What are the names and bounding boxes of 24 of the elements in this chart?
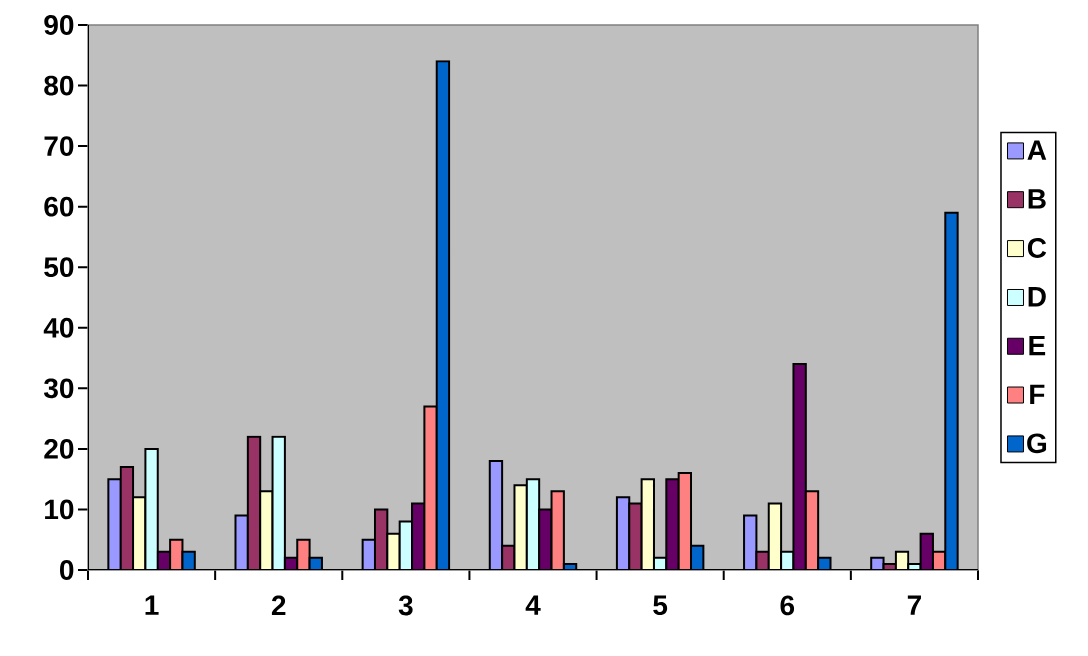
legend-label: D [1028,287,1046,307]
y-tick-label: 0 [60,560,74,580]
y-tick-label: 60 [44,196,74,217]
x-tick-label: 6 [780,595,795,616]
y-tick-label: 80 [44,75,74,96]
x-tick-label: 2 [271,595,286,616]
y-tick-label: 30 [43,378,74,399]
x-tick-label: 3 [398,595,413,616]
legend-label: C [1027,238,1047,258]
y-tick-label: 90 [44,15,74,35]
legend-label: B [1028,189,1046,209]
y-tick-label: 40 [43,317,74,338]
x-tick-label: 5 [653,595,668,616]
y-tick-label: 20 [44,438,74,459]
legend-label: G [1027,433,1047,454]
legend-label: A [1027,140,1047,160]
y-tick-label: 10 [45,499,74,520]
y-tick-label: 50 [44,257,74,278]
legend-label: F [1030,384,1045,404]
x-tick-label: 4 [525,595,541,615]
x-tick-label: 7 [907,595,921,615]
y-tick-label: 70 [44,136,74,157]
legend-label: E [1029,335,1046,356]
x-tick-label: 1 [145,595,159,615]
